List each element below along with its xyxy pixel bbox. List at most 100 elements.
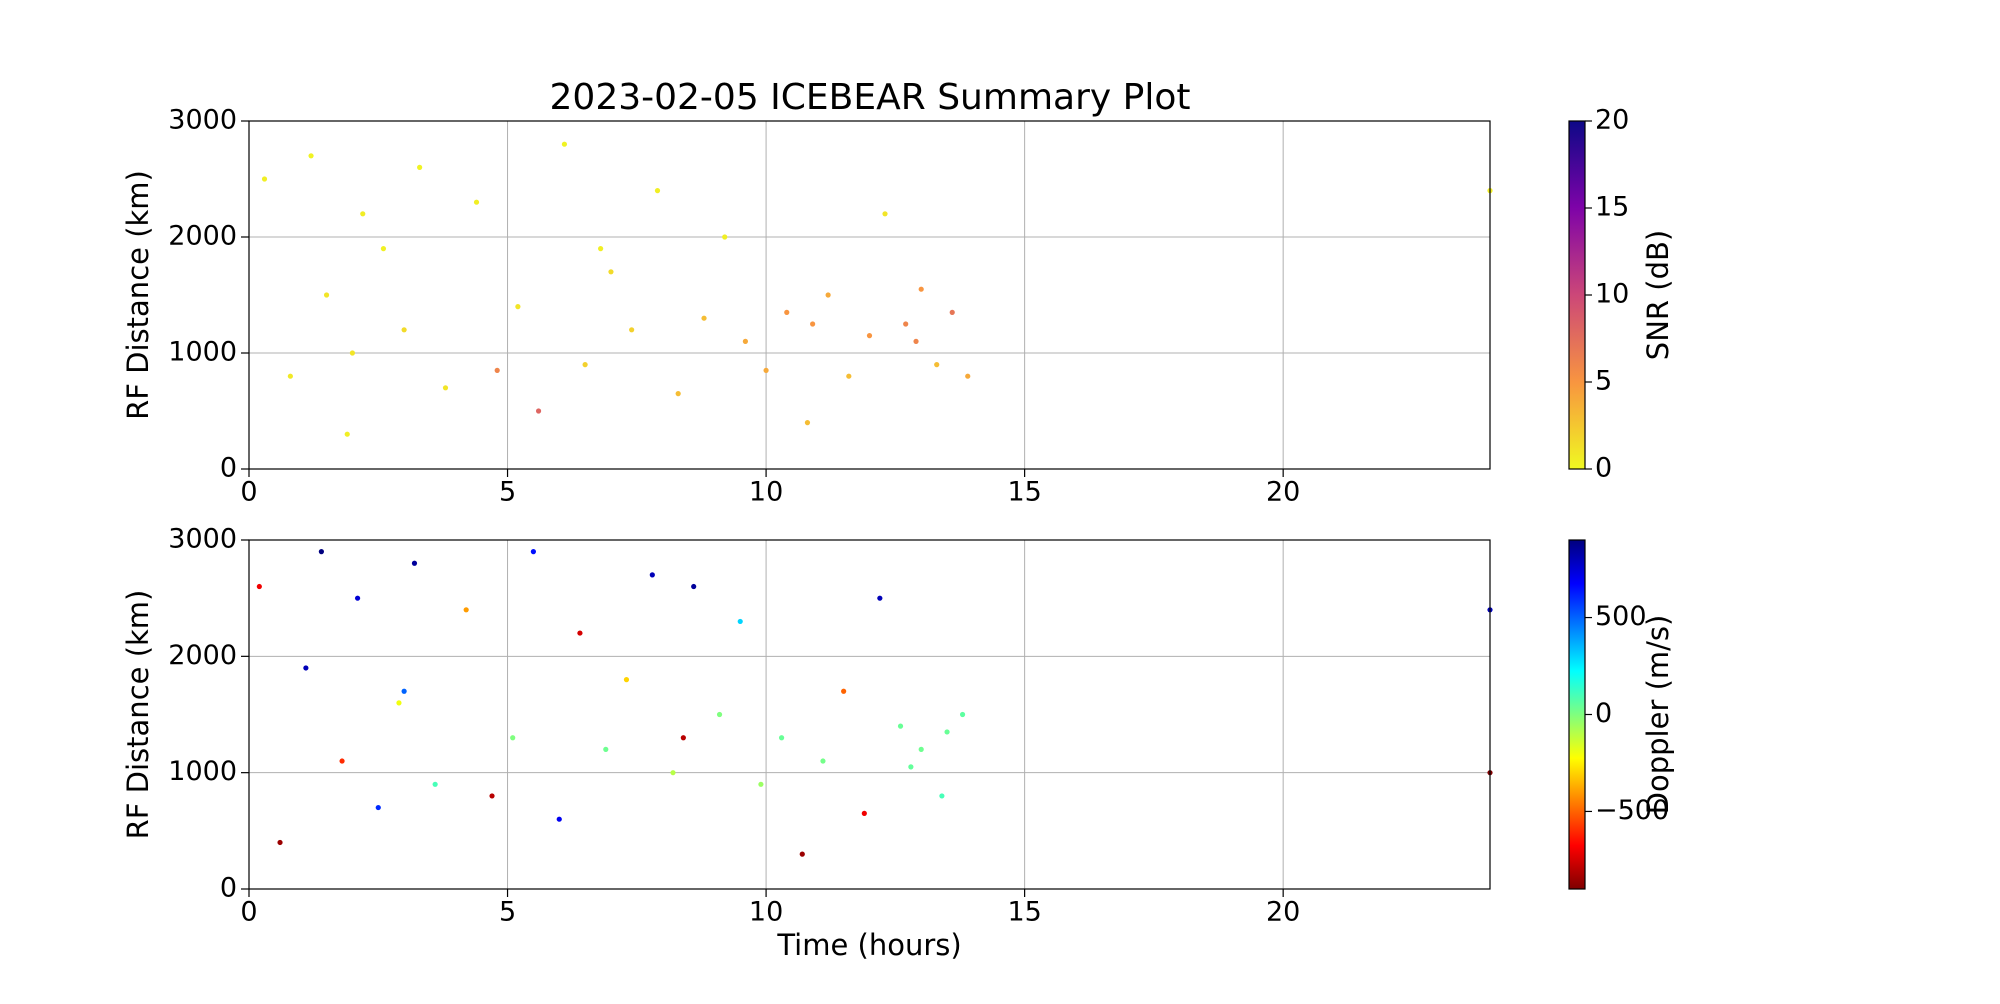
scatter-point <box>804 420 811 426</box>
scatter-point <box>763 367 769 373</box>
x-tick-label: 20 <box>1266 477 1300 508</box>
scatter-point <box>349 350 356 356</box>
scatter-point <box>866 333 873 339</box>
scatter-point <box>959 711 966 718</box>
scatter-point <box>680 735 686 741</box>
scatter-point <box>799 851 805 857</box>
scatter-point <box>918 286 924 292</box>
scatter-point <box>841 688 847 694</box>
scatter-point <box>778 735 785 741</box>
y-tick-label: 1000 <box>168 756 237 787</box>
scatter-point <box>882 211 888 217</box>
scatter-point <box>603 746 609 753</box>
scatter-point <box>649 572 655 578</box>
colorbar-tick-label: 500 <box>1595 601 1647 632</box>
scatter-point <box>401 327 407 333</box>
scatter-point <box>758 781 764 787</box>
scatter-point <box>623 677 630 683</box>
scatter-point <box>535 408 542 414</box>
scatter-point <box>360 211 366 217</box>
scatter-point <box>670 770 676 776</box>
scatter-point <box>934 362 940 368</box>
scatter-point <box>820 758 826 764</box>
scatter-point <box>556 816 562 822</box>
scatter-point <box>303 665 309 671</box>
scatter-point <box>411 560 418 566</box>
x-axis-label: Time (hours) <box>776 928 961 962</box>
y-tick-label: 2000 <box>168 221 237 252</box>
scatter-point <box>654 188 661 194</box>
axes-frame <box>248 120 1491 470</box>
scatter-point <box>510 735 516 741</box>
colorbar-tick-label: 15 <box>1595 192 1629 223</box>
y-tick-label: 3000 <box>168 524 237 555</box>
scatter-point <box>463 607 469 613</box>
scatter-point <box>339 758 345 764</box>
x-tick-label: 0 <box>240 477 257 508</box>
scatter-point <box>380 246 387 252</box>
colorbar-tick-label: 5 <box>1595 366 1612 397</box>
colorbar-label: SNR (dB) <box>1641 230 1675 360</box>
scatter-point <box>442 385 449 391</box>
scatter-point <box>530 549 536 555</box>
scatter-point <box>944 729 950 735</box>
y-tick-label: 1000 <box>168 337 237 368</box>
colorbar-tick-label: 0 <box>1595 453 1612 484</box>
scatter-point <box>577 630 583 636</box>
colorbar <box>1568 539 1586 890</box>
scatter-point <box>918 746 924 753</box>
scatter-point <box>784 309 790 315</box>
x-tick-label: 10 <box>749 897 783 928</box>
scatter-point <box>722 234 728 240</box>
scatter-point <box>598 246 604 252</box>
chart-title: 2023-02-05 ICEBEAR Summary Plot <box>550 77 1191 118</box>
scatter-point <box>737 618 743 625</box>
scatter-point <box>396 700 402 706</box>
scatter-point <box>861 810 867 816</box>
scatter-point <box>701 315 707 321</box>
x-tick-label: 10 <box>749 477 783 508</box>
scatter-point <box>401 688 407 694</box>
x-tick-label: 15 <box>1007 477 1041 508</box>
scatter-point <box>432 781 438 787</box>
scatter-point <box>323 292 330 298</box>
colorbar-tick-label: −500 <box>1595 795 1669 826</box>
y-tick-label: 0 <box>220 873 237 904</box>
x-tick-label: 5 <box>499 477 516 508</box>
y-axis-label: RF Distance (km) <box>121 170 155 420</box>
x-tick-label: 5 <box>499 897 516 928</box>
x-tick-label: 20 <box>1266 897 1300 928</box>
scatter-point <box>949 309 955 315</box>
colorbar-label: Doppler (m/s) <box>1641 615 1675 815</box>
scatter-point <box>608 269 614 275</box>
scatter-point <box>354 595 361 601</box>
colorbar-tick-label: 10 <box>1595 279 1629 310</box>
scatter-point <box>913 338 919 344</box>
y-axis-label: RF Distance (km) <box>121 590 155 840</box>
scatter-point <box>825 292 831 298</box>
scatter-point <box>515 304 521 310</box>
y-tick-label: 0 <box>220 453 237 484</box>
axes-frame <box>248 539 1491 890</box>
scatter-point <box>629 327 635 333</box>
scatter-point <box>877 595 883 601</box>
scatter-point <box>716 711 723 718</box>
scatter-point <box>897 723 904 729</box>
scatter-point <box>344 431 350 437</box>
scatter-point <box>903 321 909 327</box>
scatter-point <box>256 583 262 590</box>
scatter-point <box>742 338 749 344</box>
scatter-point <box>417 164 423 170</box>
x-tick-label: 15 <box>1007 897 1041 928</box>
scatter-point <box>473 199 480 205</box>
scatter-point <box>318 549 324 555</box>
scatter-point <box>375 804 381 811</box>
scatter-point <box>908 764 914 770</box>
scatter-point <box>489 793 495 799</box>
scatter-point <box>939 793 945 799</box>
scatter-point <box>494 367 500 373</box>
scatter-point <box>287 373 293 379</box>
scatter-point <box>846 373 852 379</box>
scatter-point <box>261 176 268 182</box>
